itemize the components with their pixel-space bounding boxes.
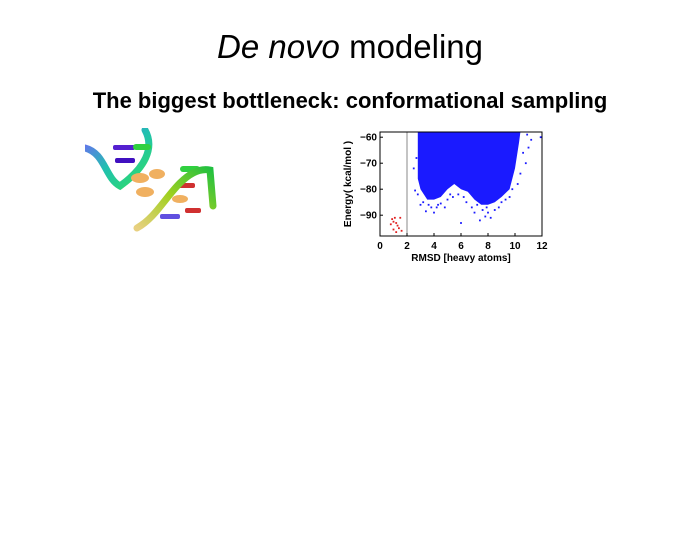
decoy-point [425, 210, 427, 213]
y-tick-label: −70 [360, 159, 377, 170]
decoy-point [460, 222, 462, 224]
decoy-point [497, 206, 500, 209]
native-like-point [400, 229, 403, 232]
decoy-point [530, 138, 533, 141]
y-tick-label: −80 [360, 185, 377, 196]
x-tick-label: 4 [431, 241, 437, 252]
decoy-point [446, 198, 449, 201]
decoy-point [465, 201, 468, 204]
decoy-point [526, 133, 529, 136]
native-like-point [392, 220, 395, 223]
native-like-point [399, 216, 402, 219]
plot-area [389, 132, 542, 233]
slide-subtitle: The biggest bottleneck: conformational s… [92, 88, 608, 113]
decoy-point [487, 211, 489, 214]
decoy-point [500, 201, 503, 204]
x-axis-label: RMSD [heavy atoms] [411, 253, 510, 264]
decoy-point [437, 203, 439, 206]
decoy-point [491, 198, 493, 201]
decoy-point [439, 202, 442, 205]
y-tick-label: −90 [360, 211, 377, 222]
energy-rmsd-scatter-chart: 0 2 4 6 8 10 12 −60 −70 −80 −90 RMSD [heavy atoms] E… [343, 131, 548, 264]
x-tick-label: 12 [536, 241, 548, 252]
decoy-dense-region [417, 132, 521, 205]
x-tick-label: 0 [377, 241, 383, 252]
decoy-point [414, 189, 416, 192]
decoy-point [449, 193, 452, 196]
x-tick-label: 10 [509, 241, 521, 252]
decoy-point [539, 136, 542, 139]
decoy-point [457, 193, 460, 196]
decoy-point [420, 183, 423, 185]
title-rest: modeling [339, 28, 483, 65]
x-tick-label: 6 [458, 241, 464, 252]
decoy-point [422, 201, 425, 204]
x-tick-label: 2 [404, 241, 410, 252]
decoy-point [412, 167, 415, 170]
decoy-point [511, 188, 514, 191]
decoy-point [479, 219, 481, 222]
decoy-point [427, 203, 430, 206]
decoy-point [476, 203, 479, 206]
decoy-point [489, 216, 492, 219]
decoy-point [504, 198, 507, 201]
native-like-point [393, 216, 396, 219]
decoy-point [522, 151, 524, 154]
decoy-point [481, 209, 484, 211]
native-like-point [396, 224, 399, 227]
protein-ribbon-icon [85, 128, 217, 232]
slide-title: De novo modeling [0, 28, 700, 66]
native-like-point [389, 223, 392, 226]
decoy-point [443, 206, 446, 209]
x-tick-label: 8 [485, 241, 491, 252]
decoy-point [527, 146, 530, 149]
decoy-point [485, 206, 488, 209]
native-like-point [391, 218, 394, 220]
decoy-point [493, 209, 496, 211]
decoy-point [519, 172, 522, 175]
y-axis-label: Energy( kcal/mol ) [343, 141, 354, 227]
title-italic: De novo [216, 28, 340, 65]
decoy-point [419, 203, 422, 206]
decoy-point [462, 196, 465, 198]
decoy-point [416, 193, 419, 196]
decoy-point [524, 162, 527, 165]
native-like-point [398, 227, 400, 230]
decoy-point [508, 196, 511, 198]
decoy-point [516, 183, 519, 185]
decoy-point [452, 196, 454, 198]
decoy-point [430, 206, 433, 209]
native-like-point [395, 222, 398, 224]
decoy-point [433, 211, 435, 214]
decoy-point [470, 206, 473, 209]
decoy-point [484, 215, 487, 218]
decoy-point [435, 206, 438, 209]
native-like-point [395, 231, 398, 233]
decoy-point [473, 211, 476, 214]
y-tick-label: −60 [360, 133, 377, 144]
decoy-point [415, 157, 418, 159]
native-like-point [392, 228, 395, 231]
